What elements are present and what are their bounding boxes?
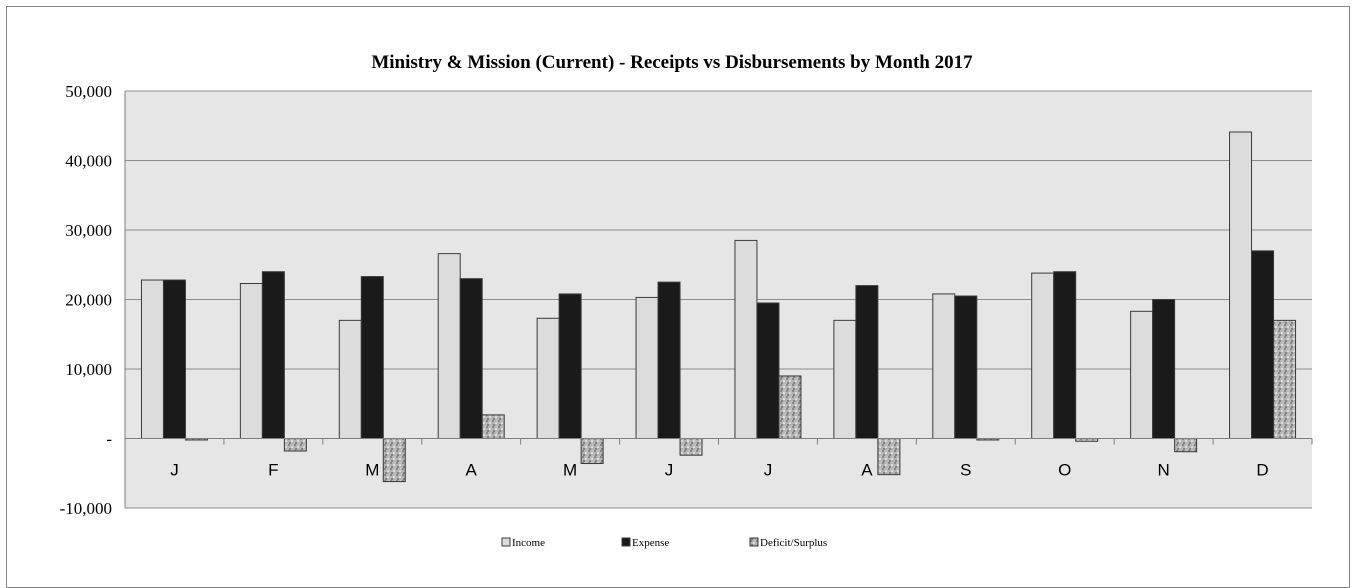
bar-income xyxy=(833,319,857,440)
bar-deficit-surplus xyxy=(382,438,406,483)
bar-deficit-surplus xyxy=(679,438,703,456)
legend: Income Expense Deficit/Surplus xyxy=(501,537,827,549)
x-tick-label: O xyxy=(1058,461,1071,480)
y-tick-label: - xyxy=(106,430,112,449)
legend-swatch xyxy=(621,537,631,547)
legend-label: Income xyxy=(512,537,545,549)
bar-expense xyxy=(1251,250,1275,439)
bar-deficit-surplus xyxy=(1174,438,1198,453)
bar-income xyxy=(140,279,164,440)
gridlines xyxy=(124,90,1312,509)
bar-expense xyxy=(558,293,582,439)
x-tick-label: J xyxy=(170,461,179,480)
bar-deficit-surplus xyxy=(1273,319,1297,440)
x-tick-label: M xyxy=(563,461,577,480)
y-tick-label: 40,000 xyxy=(65,152,112,171)
y-tick-label: 50,000 xyxy=(65,82,112,101)
bar-deficit-surplus xyxy=(481,414,505,439)
x-tick-label: A xyxy=(466,461,478,480)
bar-deficit-surplus xyxy=(877,438,901,476)
y-tick-label: 20,000 xyxy=(65,291,112,310)
y-axis-labels: 50,000 40,000 30,000 20,000 10,000 - -10,000 xyxy=(60,82,113,518)
bar-income xyxy=(734,239,758,439)
y-tick-label: 10,000 xyxy=(65,360,112,379)
bar-expense xyxy=(954,295,978,439)
x-tick-label: J xyxy=(764,461,773,480)
legend-swatch xyxy=(749,537,759,547)
bar-income xyxy=(239,283,263,440)
bar-income xyxy=(1229,131,1253,439)
legend-label: Deficit/Surplus xyxy=(760,537,827,549)
y-tick-label: 30,000 xyxy=(65,221,112,240)
chart-svg: Ministry & Mission (Current) - Receipts … xyxy=(60,52,1313,549)
legend-swatch xyxy=(501,537,511,547)
bar-expense xyxy=(1152,299,1176,439)
bar-expense xyxy=(162,279,186,440)
bars xyxy=(140,131,1297,483)
bar-expense xyxy=(360,276,384,439)
bar-expense xyxy=(1053,271,1077,440)
bar-expense xyxy=(756,302,780,439)
x-tick-label: A xyxy=(861,461,873,480)
bar-income xyxy=(932,293,956,439)
bar-income xyxy=(635,296,659,440)
x-tick-label: F xyxy=(268,461,278,480)
bar-income xyxy=(536,317,560,440)
bar-deficit-surplus xyxy=(283,438,307,452)
x-tick-label: M xyxy=(365,461,379,480)
bar-expense xyxy=(459,278,483,439)
bar-income xyxy=(338,319,362,440)
bar-expense xyxy=(657,281,681,439)
bar-income xyxy=(437,253,461,439)
bar-expense xyxy=(261,271,285,440)
bar-deficit-surplus xyxy=(580,438,604,465)
chart-title: Ministry & Mission (Current) - Receipts … xyxy=(371,52,973,73)
x-tick-label: J xyxy=(665,461,674,480)
bar-income xyxy=(1130,310,1154,439)
x-tick-label: N xyxy=(1157,461,1169,480)
y-tick-label: -10,000 xyxy=(60,499,112,518)
legend-label: Expense xyxy=(632,537,669,549)
bar-expense xyxy=(855,285,879,439)
bar-deficit-surplus xyxy=(778,375,802,440)
x-tick-label: D xyxy=(1256,461,1268,480)
x-tick-label: S xyxy=(960,461,971,480)
bar-income xyxy=(1031,272,1055,439)
